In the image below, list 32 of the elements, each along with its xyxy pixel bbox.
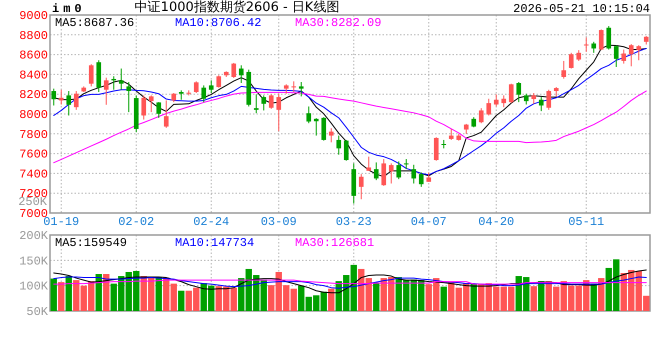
- text: MA30:8282.09: [295, 16, 382, 30]
- text: MA30:126681: [295, 236, 374, 250]
- line-series: [53, 90, 647, 164]
- x-tick-label: 03-23: [336, 215, 372, 229]
- x-tick-label: 04-20: [478, 215, 514, 229]
- y-tick-label: 8400: [19, 68, 48, 82]
- annotation: 2026-05-21 10:15:04: [513, 2, 650, 16]
- line-series: [53, 276, 647, 289]
- annotation: im0: [52, 2, 86, 16]
- y-tick-label: 7600: [19, 148, 48, 162]
- y-tick-label: 7800: [19, 128, 48, 142]
- text: MA10:8706.42: [175, 16, 262, 30]
- line-series: [53, 269, 647, 294]
- y-tick-label: 150K: [19, 254, 49, 268]
- x-tick-label: 02-24: [193, 215, 230, 229]
- chart-title: 中证1000指数期货2606 - 日K线图: [134, 0, 340, 15]
- series-label: MA5:159549: [55, 236, 128, 250]
- x-tick-label: 04-07: [410, 215, 447, 229]
- y-tick-label: 200K: [19, 229, 49, 243]
- x-tick-label: 02-02: [118, 215, 154, 229]
- x-tick-label: 03-09: [260, 215, 297, 229]
- y-tick-label: 8800: [19, 28, 48, 43]
- y-tick-label: 9000: [19, 9, 48, 23]
- y-tick-label: 8200: [19, 88, 48, 102]
- x-tick-label: 05-11: [568, 215, 604, 229]
- y-tick-label: 8600: [19, 48, 48, 63]
- y-tick-label: 100K: [19, 280, 49, 294]
- text: MA10:147734: [175, 236, 254, 250]
- y-tick-label: 8000: [19, 108, 48, 122]
- text: MA5:8687.36: [55, 16, 134, 30]
- y-tick-label: 50K: [26, 305, 49, 319]
- y-tick-label: 7400: [19, 167, 48, 182]
